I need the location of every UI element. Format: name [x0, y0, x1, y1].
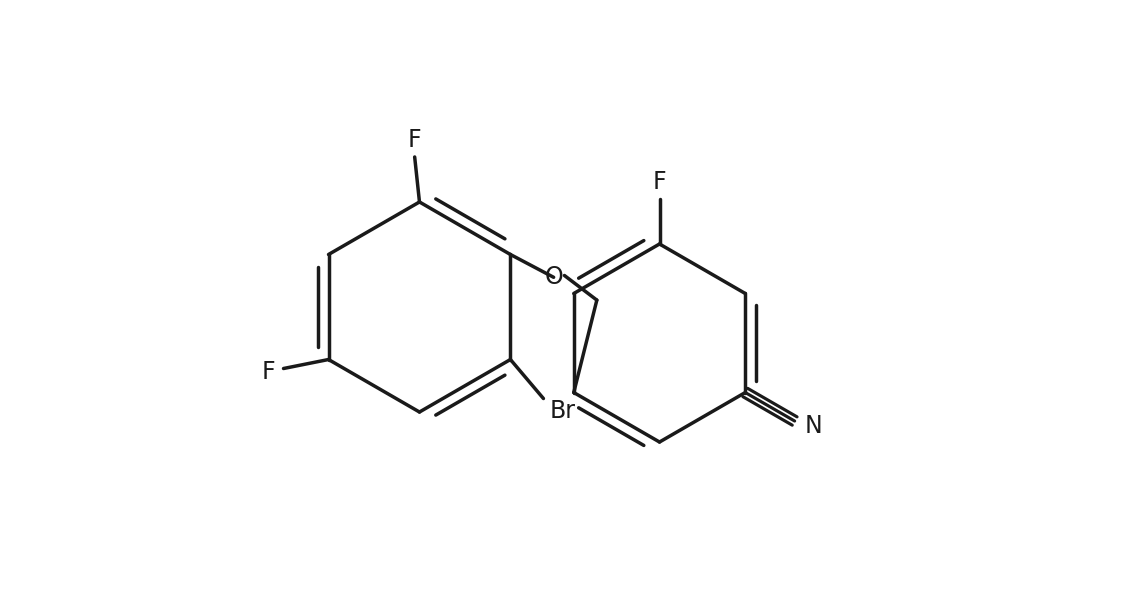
Text: Br: Br — [550, 398, 576, 422]
Text: F: F — [408, 128, 421, 152]
Text: F: F — [653, 170, 666, 194]
Text: O: O — [544, 265, 564, 289]
Text: N: N — [805, 414, 823, 438]
Text: F: F — [261, 360, 275, 384]
